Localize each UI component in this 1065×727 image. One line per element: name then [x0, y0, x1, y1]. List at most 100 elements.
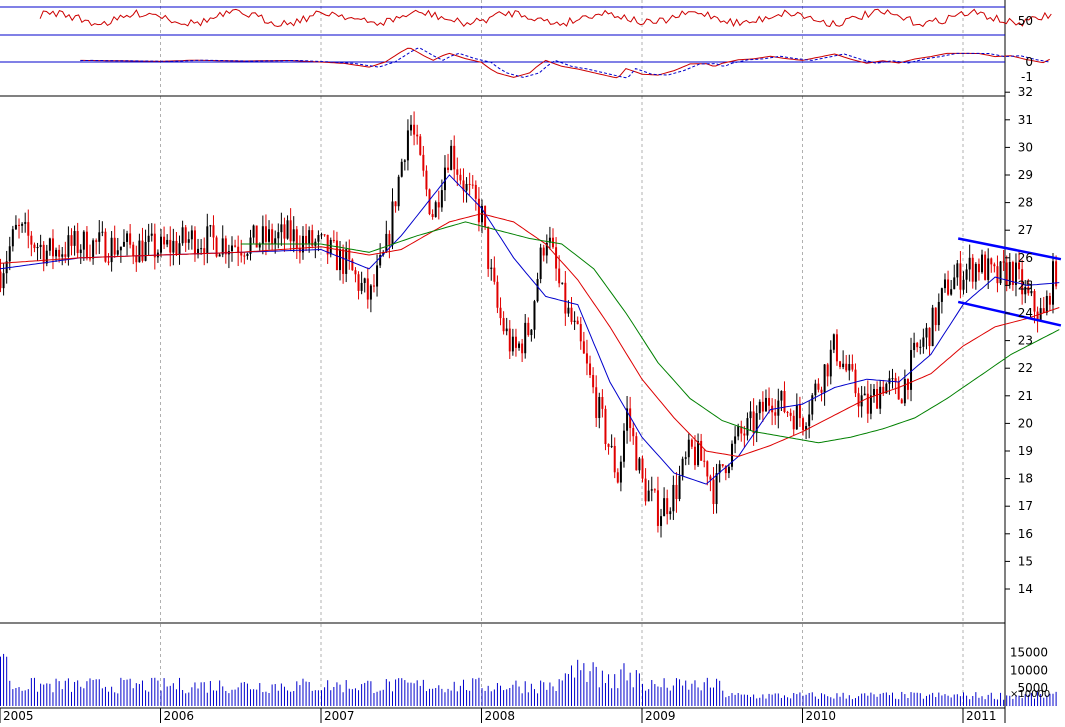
price-candle-body: [1005, 262, 1008, 286]
price-candle-body: [681, 458, 684, 476]
price-candle-body: [462, 180, 465, 191]
price-candle-body: [845, 363, 848, 371]
price-tick-label: 16: [1018, 527, 1033, 541]
price-candle-body: [783, 391, 786, 413]
price-candle-body: [950, 289, 953, 295]
price-candle-body: [589, 363, 592, 375]
price-candle-body: [212, 225, 215, 238]
price-candle-body: [490, 267, 493, 269]
price-candle-body: [261, 226, 264, 244]
price-tick-label: 28: [1018, 196, 1033, 210]
price-tick-label: 27: [1018, 223, 1033, 237]
price-candle-body: [237, 246, 240, 253]
price-candle-body: [153, 233, 156, 258]
price-candle-body: [221, 238, 224, 255]
price-candle-body: [802, 418, 804, 430]
volume-tick-label: 5000: [1017, 681, 1048, 695]
price-candle-body: [684, 457, 687, 459]
price-candle-body: [653, 489, 656, 491]
price-candle-body: [984, 254, 987, 280]
price-candle-body: [514, 336, 517, 348]
price-candle-body: [443, 167, 446, 191]
price-tick-label: 30: [1018, 140, 1033, 154]
price-candle-body: [564, 282, 567, 314]
price-candle-body: [36, 247, 39, 249]
price-candle-body: [348, 249, 351, 260]
price-candle-body: [644, 478, 647, 502]
price-candle-body: [428, 189, 431, 215]
price-tick-label: 25: [1018, 278, 1033, 292]
price-candle-body: [829, 349, 832, 377]
price-candle-body: [410, 124, 413, 131]
price-candle-body: [576, 320, 579, 325]
price-candle-body: [11, 229, 14, 247]
price-candle-body: [64, 254, 67, 257]
price-candle-body: [780, 391, 783, 401]
price-candle-body: [200, 248, 203, 250]
moving-average-long: [240, 221, 1060, 444]
price-candle-body: [104, 231, 107, 262]
price-candle-body: [79, 249, 82, 254]
price-candle-body: [332, 239, 335, 241]
price-candle-body: [715, 473, 718, 505]
price-candle-body: [366, 278, 369, 300]
price-candle-body: [675, 484, 678, 499]
price-candle-body: [181, 227, 184, 244]
price-candle-body: [1048, 295, 1051, 305]
x-tick-label: 2009: [645, 709, 676, 723]
price-candle-body: [700, 440, 703, 461]
price-candle-body: [666, 498, 669, 515]
price-candle-body: [505, 328, 508, 332]
price-candle-body: [271, 229, 274, 244]
price-candle-body: [24, 222, 27, 224]
price-tick-label: 20: [1018, 416, 1033, 430]
price-candle-body: [740, 426, 743, 434]
price-candle-body: [280, 224, 283, 233]
price-candle-body: [406, 130, 409, 161]
price-candle-body: [45, 250, 48, 264]
price-candle-body: [42, 244, 45, 264]
x-tick-label: 2008: [485, 709, 516, 723]
price-candle-body: [650, 489, 653, 491]
price-candle-body: [922, 337, 925, 347]
price-candle-body: [289, 220, 292, 242]
price-candle-body: [240, 252, 243, 256]
price-candle-body: [925, 327, 928, 338]
price-candle-body: [604, 408, 607, 445]
price-candle-body: [255, 225, 258, 248]
price-candle-body: [163, 236, 166, 245]
price-candle-body: [135, 256, 138, 263]
price-candle-body: [996, 266, 999, 284]
price-candle-body: [58, 249, 61, 257]
price-candle-body: [737, 426, 740, 437]
price-candle-body: [484, 205, 487, 227]
price-candle-body: [539, 247, 542, 280]
price-candle-body: [752, 411, 755, 434]
price-candle-body: [422, 154, 425, 171]
price-candle-body: [993, 264, 996, 267]
price-candle-body: [798, 404, 801, 419]
price-candle-body: [166, 239, 169, 245]
price-candle-body: [453, 145, 456, 170]
grid: [160, 0, 964, 708]
price-candle-body: [61, 254, 64, 257]
price-candle-body: [672, 484, 675, 512]
price-candle-body: [1036, 311, 1039, 321]
price-candle-body: [465, 183, 468, 191]
price-candle-body: [721, 464, 724, 466]
price-candle-body: [570, 307, 573, 322]
price-candle-body: [218, 254, 221, 257]
price-candle-body: [518, 343, 521, 348]
price-candle-body: [774, 412, 777, 416]
price-candle-body: [468, 183, 471, 185]
price-candle-body: [894, 378, 897, 382]
price-candle-body: [283, 224, 286, 239]
price-candle-body: [224, 238, 227, 255]
price-candle-body: [286, 220, 289, 239]
price-candle-body: [379, 255, 382, 266]
price-candle-body: [73, 231, 76, 246]
price-candle-body: [940, 288, 943, 302]
price-candle-body: [345, 249, 348, 274]
price-candle-body: [622, 430, 625, 462]
